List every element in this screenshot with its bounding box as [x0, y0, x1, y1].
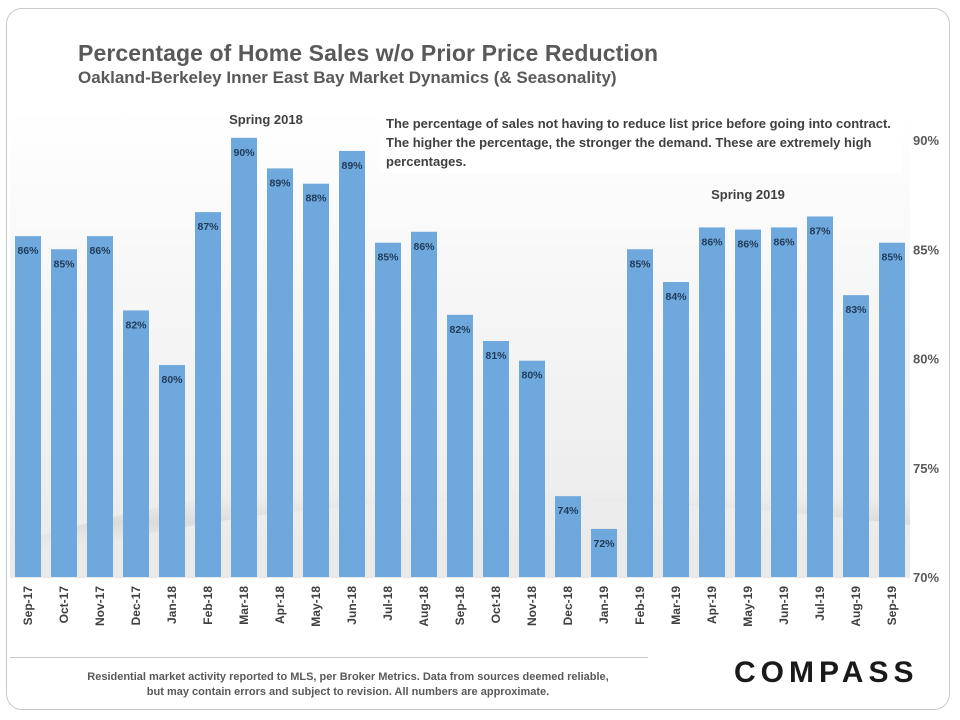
bar-Nov-18: [519, 360, 545, 577]
x-tick-label-Nov-18: Nov-18: [525, 586, 539, 626]
annotation-spring-2018: Spring 2018: [229, 112, 303, 127]
x-tick-label-Jan-18: Jan-18: [165, 586, 179, 624]
x-tick-label-Aug-19: Aug-19: [849, 586, 863, 627]
data-label-Dec-18: 74%: [557, 505, 579, 517]
y-tick-label-90: 90%: [913, 133, 939, 148]
x-tick-label-Mar-18: Mar-18: [237, 586, 251, 625]
data-label-May-18: 88%: [305, 193, 327, 205]
bar-Sep-19: [879, 242, 905, 577]
data-label-Jul-19: 87%: [809, 225, 831, 237]
chart-title: Percentage of Home Sales w/o Prior Price…: [78, 40, 659, 66]
data-label-Jul-18: 85%: [377, 252, 399, 264]
bar-Feb-18: [195, 212, 221, 578]
bar-Jan-19: [591, 528, 617, 577]
data-label-Apr-18: 89%: [269, 177, 291, 189]
bar-Mar-19: [663, 282, 689, 577]
footer-divider: [10, 657, 648, 658]
bar-Mar-18: [231, 137, 257, 577]
x-tick-label-May-18: May-18: [309, 586, 323, 627]
data-label-Nov-18: 80%: [521, 370, 543, 382]
annotation-box: The percentage of sales not having to re…: [380, 112, 902, 173]
bar-May-19: [735, 229, 761, 577]
x-tick-label-Dec-18: Dec-18: [561, 586, 575, 626]
data-label-Feb-18: 87%: [197, 221, 219, 233]
bar-Sep-18: [447, 314, 473, 577]
x-tick-label-Feb-18: Feb-18: [201, 586, 215, 625]
data-label-Sep-18: 82%: [449, 324, 471, 336]
bar-Jan-18: [159, 365, 185, 577]
annotation-spring-2019: Spring 2019: [711, 187, 785, 202]
data-label-Mar-19: 84%: [665, 291, 687, 303]
data-label-Jan-19: 72%: [593, 538, 615, 550]
bar-Jul-18: [375, 242, 401, 577]
bar-Dec-17: [123, 310, 149, 577]
data-label-Feb-19: 85%: [629, 258, 651, 270]
bar-Jul-19: [807, 216, 833, 577]
x-tick-label-May-19: May-19: [741, 586, 755, 627]
x-tick-label-Jul-19: Jul-19: [813, 586, 827, 621]
x-tick-label-Aug-18: Aug-18: [417, 586, 431, 627]
data-label-Jan-18: 80%: [161, 374, 183, 386]
data-label-Oct-17: 85%: [53, 258, 75, 270]
x-tick-label-Jun-19: Jun-19: [777, 586, 791, 625]
x-tick-label-Sep-18: Sep-18: [453, 586, 467, 626]
y-tick-label-70: 70%: [913, 570, 939, 585]
bar-Oct-18: [483, 341, 509, 577]
bar-Nov-17: [87, 236, 113, 577]
data-label-Aug-18: 86%: [413, 241, 435, 253]
x-tick-label-Sep-19: Sep-19: [885, 586, 899, 626]
x-tick-label-Apr-18: Apr-18: [273, 586, 287, 624]
chart-subtitle: Oakland-Berkeley Inner East Bay Market D…: [78, 68, 617, 87]
bar-Feb-19: [627, 249, 653, 577]
x-tick-label-Jun-18: Jun-18: [345, 586, 359, 625]
y-tick-label-85: 85%: [913, 242, 939, 257]
x-tick-label-Jul-18: Jul-18: [381, 586, 395, 621]
bar-Aug-19: [843, 295, 869, 577]
x-tick-label-Sep-17: Sep-17: [21, 586, 35, 626]
x-tick-label-Feb-19: Feb-19: [633, 586, 647, 625]
compass-logo: COMPASS: [734, 656, 919, 689]
data-label-Mar-18: 90%: [233, 147, 255, 159]
data-label-Sep-17: 86%: [17, 245, 39, 257]
data-label-Nov-17: 86%: [89, 245, 111, 257]
x-tick-label-Dec-17: Dec-17: [129, 586, 143, 626]
data-label-Apr-19: 86%: [701, 236, 723, 248]
bar-Apr-18: [267, 168, 293, 577]
data-label-Jun-18: 89%: [341, 160, 363, 172]
footer-note: Residential market activity reported to …: [87, 671, 609, 698]
x-tick-label-Nov-17: Nov-17: [93, 586, 107, 626]
bar-May-18: [303, 183, 329, 577]
x-tick-label-Mar-19: Mar-19: [669, 586, 683, 625]
y-tick-label-75: 75%: [913, 461, 939, 476]
bar-Jun-18: [339, 150, 365, 578]
y-tick-label-80: 80%: [913, 352, 939, 367]
bar-Aug-18: [411, 231, 437, 577]
bar-Jun-19: [771, 227, 797, 577]
x-tick-label-Apr-19: Apr-19: [705, 586, 719, 624]
x-tick-label-Oct-18: Oct-18: [489, 586, 503, 624]
bar-Apr-19: [699, 227, 725, 577]
bar-Oct-17: [51, 249, 77, 577]
data-label-Oct-18: 81%: [485, 350, 507, 362]
bar-Sep-17: [15, 236, 41, 577]
x-tick-label-Jan-19: Jan-19: [597, 586, 611, 624]
bar-Dec-18: [555, 496, 581, 577]
data-label-Dec-17: 82%: [125, 319, 147, 331]
data-label-May-19: 86%: [737, 239, 759, 251]
data-label-Jun-19: 86%: [773, 236, 795, 248]
data-label-Sep-19: 85%: [881, 252, 903, 264]
data-label-Aug-19: 83%: [845, 304, 867, 316]
x-tick-label-Oct-17: Oct-17: [57, 586, 71, 624]
